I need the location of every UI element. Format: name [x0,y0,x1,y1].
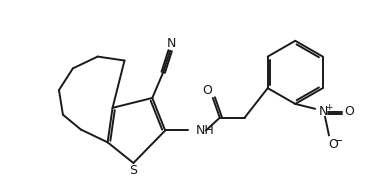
Text: +: + [325,103,332,112]
Text: N: N [318,105,328,118]
Text: O: O [202,84,212,97]
Text: O: O [328,138,338,151]
Text: NH: NH [196,124,215,137]
Text: O: O [344,105,354,118]
Text: −: − [334,136,343,146]
Text: S: S [129,164,138,177]
Text: N: N [167,37,176,50]
